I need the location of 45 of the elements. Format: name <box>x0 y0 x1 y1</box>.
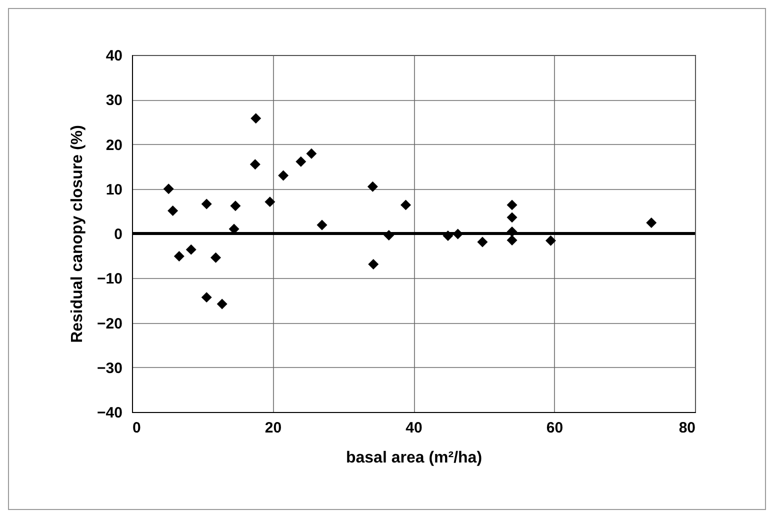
point <box>306 148 317 159</box>
y-tick-label: 30 <box>106 92 122 110</box>
point <box>442 230 454 241</box>
point <box>368 259 379 270</box>
x-tick-label: 0 <box>132 420 141 436</box>
y-tick-label: −30 <box>97 360 122 377</box>
point <box>506 234 518 246</box>
x-tick-label: 20 <box>264 420 282 436</box>
point <box>230 200 241 212</box>
point <box>278 170 289 181</box>
point <box>316 220 328 230</box>
point <box>250 159 260 170</box>
y-tick-label: −10 <box>97 270 122 288</box>
x-tick-label: 80 <box>678 420 696 436</box>
point <box>384 230 394 241</box>
x-tick-label: 60 <box>546 420 564 436</box>
point <box>174 251 184 262</box>
point <box>400 200 412 210</box>
point <box>201 198 212 210</box>
y-tick-label: 10 <box>106 181 122 198</box>
point <box>163 184 174 194</box>
y-tick-label: −20 <box>97 315 122 332</box>
y-tick-label: 0 <box>114 226 122 243</box>
y-tick-label: 20 <box>106 136 122 154</box>
point <box>506 226 518 237</box>
point <box>201 292 212 303</box>
point <box>646 218 657 228</box>
point <box>452 228 464 240</box>
point <box>186 244 196 255</box>
point <box>250 113 262 124</box>
x-tick-label: 40 <box>406 420 422 436</box>
point <box>296 156 306 167</box>
point <box>477 236 488 248</box>
point <box>367 181 378 192</box>
point <box>210 252 221 263</box>
point <box>168 205 178 216</box>
point <box>506 212 518 223</box>
point <box>264 196 276 208</box>
y-tick-label: 40 <box>106 48 122 64</box>
y-axis-title: Residual canopy closure (%) <box>69 125 86 343</box>
point <box>545 235 556 246</box>
y-tick-label: −40 <box>97 404 122 422</box>
point <box>506 200 518 210</box>
point <box>216 298 228 310</box>
x-axis-title: basal area (m²/ha) <box>346 450 482 466</box>
